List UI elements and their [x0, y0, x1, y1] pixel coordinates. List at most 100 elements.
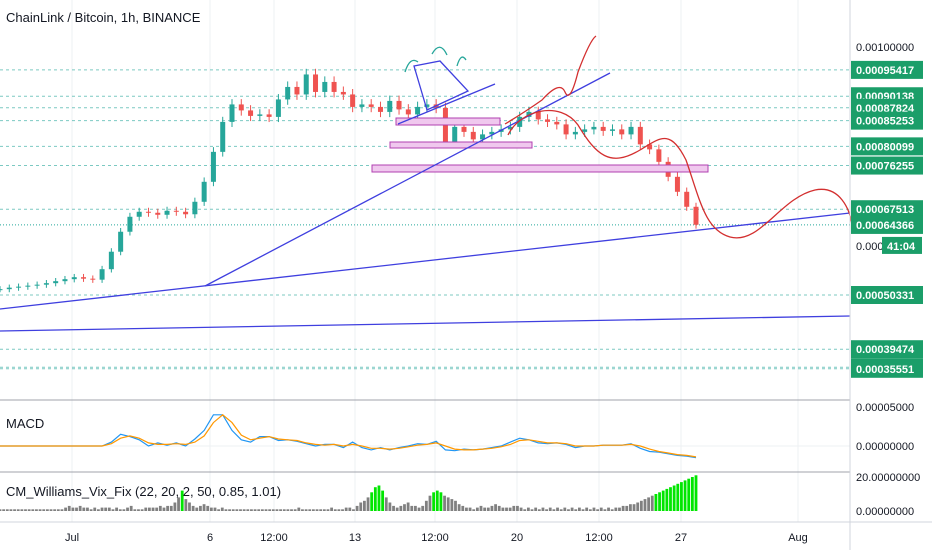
vix-bar: [483, 507, 487, 511]
vix-bar: [27, 509, 31, 511]
candle-body: [303, 74, 309, 95]
vix-bar: [585, 507, 589, 511]
candle-body: [507, 126, 513, 130]
vix-bar: [118, 509, 122, 511]
vix-bar: [111, 509, 115, 511]
vix-bar: [526, 507, 530, 511]
vix-bar: [5, 509, 9, 511]
vix-bar: [381, 490, 385, 511]
vix-bar: [632, 504, 636, 511]
candle-body: [34, 284, 40, 286]
vix-bar: [639, 500, 643, 511]
vix-bar: [38, 509, 42, 511]
price-scale[interactable]: 0.000954170.000901380.000878240.00085253…: [851, 42, 923, 518]
vix-bar: [337, 509, 341, 511]
level-badge: [851, 111, 923, 130]
long-trendline-2: [0, 315, 851, 332]
time-tick-label: 27: [675, 532, 687, 544]
vix-bar: [250, 509, 253, 511]
candle-body: [173, 210, 179, 212]
vix-bar: [260, 509, 264, 511]
vix-bar: [486, 507, 490, 511]
vix-bar: [530, 509, 534, 511]
level-badge: [851, 137, 923, 156]
vix-bar: [140, 509, 144, 511]
vix-bar: [217, 509, 221, 511]
vix-bar: [326, 509, 330, 511]
candle-body: [229, 104, 235, 122]
vix-bar: [133, 509, 137, 511]
time-tick-label: Aug: [788, 532, 808, 544]
time-tick-label: 13: [349, 532, 361, 544]
candle-body: [656, 149, 662, 162]
vix-bar: [537, 509, 541, 511]
vix-bar: [373, 487, 377, 511]
macd-series-line: [0, 414, 697, 458]
candle-body: [582, 129, 588, 132]
vix-bar: [370, 492, 374, 511]
vix-bar: [301, 509, 304, 511]
level-badge: [851, 60, 923, 79]
vix-bar: [647, 497, 651, 511]
level-badge: [851, 286, 923, 304]
candle-body: [517, 116, 523, 127]
vertical-gridlines: [71, 0, 799, 522]
vix-bar: [82, 507, 86, 511]
long-trendline-1: [0, 212, 851, 310]
vix-bar: [439, 492, 443, 511]
vix-bar: [16, 509, 20, 511]
horizontal-levels: [0, 69, 850, 370]
vix-bar: [465, 507, 468, 511]
vix-bar: [56, 509, 60, 511]
vix-bar: [31, 509, 35, 511]
vix-bar: [636, 502, 640, 511]
level-badge: [851, 156, 923, 175]
candle-body: [275, 99, 281, 117]
candle-body: [313, 74, 319, 92]
vix-bar: [574, 509, 578, 511]
vix-bar: [472, 509, 476, 511]
vix-bar: [202, 504, 206, 511]
current-price-badge: [851, 215, 923, 234]
candle-body: [6, 287, 12, 290]
vix-bar: [2, 509, 6, 511]
level-label: 0.00080099: [856, 141, 914, 153]
vix-bar: [567, 509, 570, 511]
vix-bar: [665, 488, 669, 511]
vix-bar: [563, 507, 567, 511]
vix-bar: [75, 507, 78, 511]
vix-bar: [268, 509, 272, 511]
vix-bar: [104, 507, 108, 511]
vix-bar: [570, 507, 574, 511]
candle-body: [647, 144, 653, 150]
vix-bar: [199, 505, 202, 511]
vix-bar: [621, 505, 625, 511]
candle-body: [350, 94, 356, 107]
candle-body: [340, 91, 346, 95]
candle-body: [470, 131, 476, 140]
vix-bar: [286, 509, 290, 511]
candle-body: [684, 191, 690, 207]
vix-bar: [658, 492, 661, 511]
symbol-title: ChainLink / Bitcoin, 1h, BINANCE: [6, 10, 201, 25]
vix-bar: [173, 502, 177, 511]
candle-body: [545, 119, 551, 122]
time-axis[interactable]: Jul 6 12:00 13 12:00 20 12:00 27 Aug: [65, 532, 808, 544]
candle-body: [118, 231, 124, 252]
vix-bar: [24, 509, 27, 511]
vix-bar: [432, 492, 436, 511]
countdown-badge: [882, 236, 922, 254]
vix-bar: [282, 509, 286, 511]
current-price-label: 0.00064366: [856, 220, 914, 232]
vix-bar: [246, 509, 250, 511]
vix-fix-pane: [0, 475, 698, 511]
vix-bar: [687, 478, 691, 511]
price-scale-label: 0.000: [856, 241, 884, 253]
level-badge: [851, 359, 923, 378]
vix-bar: [315, 509, 319, 511]
vix-bar: [290, 509, 293, 511]
candle-body: [201, 181, 207, 202]
vix-bar: [89, 509, 93, 511]
vix-bar: [264, 509, 268, 511]
vix-bar: [661, 490, 665, 511]
